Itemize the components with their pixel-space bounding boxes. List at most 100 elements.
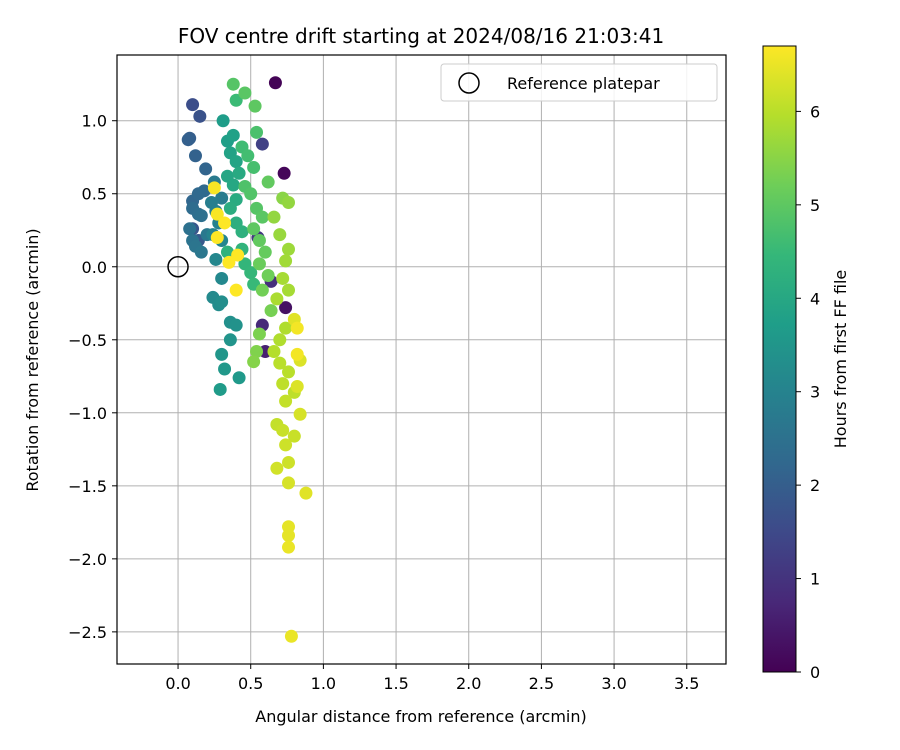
y-axis-label: Rotation from reference (arcmin) bbox=[23, 228, 42, 491]
scatter-point bbox=[232, 371, 246, 385]
scatter-point bbox=[270, 292, 284, 306]
scatter-point bbox=[277, 166, 291, 180]
y-tick-label: 0.5 bbox=[82, 185, 107, 204]
scatter-point bbox=[261, 175, 275, 189]
colorbar-tick-label: 3 bbox=[810, 383, 820, 402]
scatter-point bbox=[273, 228, 287, 242]
legend-open-circle-icon bbox=[458, 72, 480, 94]
x-tick-label: 2.5 bbox=[529, 674, 554, 693]
scatter-point bbox=[293, 407, 307, 421]
scatter-point bbox=[218, 216, 232, 230]
scatter-point bbox=[273, 356, 287, 370]
y-tick-label: 0.0 bbox=[82, 258, 107, 277]
scatter-point bbox=[181, 133, 195, 147]
scatter-point bbox=[255, 210, 269, 224]
scatter-point bbox=[268, 76, 282, 90]
scatter-point bbox=[267, 210, 281, 224]
colorbar-bar bbox=[762, 45, 797, 673]
scatter-point bbox=[279, 394, 293, 408]
scatter-point bbox=[279, 321, 293, 335]
scatter-point bbox=[261, 269, 275, 283]
scatter-point bbox=[282, 283, 296, 297]
x-tick-label: 3.5 bbox=[674, 674, 699, 693]
scatter-point bbox=[248, 99, 262, 113]
x-tick-label: 1.0 bbox=[311, 674, 336, 693]
scatter-point bbox=[226, 77, 240, 91]
scatter-point bbox=[244, 187, 258, 201]
colorbar-label: Hours from first FF file bbox=[831, 270, 850, 449]
scatter-point bbox=[183, 222, 197, 236]
scatter-point bbox=[197, 184, 211, 198]
scatter-point bbox=[290, 380, 304, 394]
scatter-point bbox=[229, 155, 243, 169]
y-tick-label: −1.0 bbox=[68, 404, 107, 423]
scatter-point bbox=[229, 93, 243, 107]
scatter-point bbox=[247, 160, 261, 174]
scatter-point bbox=[238, 86, 252, 100]
grid bbox=[117, 55, 726, 664]
scatter-point bbox=[247, 222, 261, 236]
scatter-point bbox=[279, 254, 293, 268]
colorbar-tick-label: 2 bbox=[810, 476, 820, 495]
scatter-point bbox=[279, 438, 293, 452]
scatter-point bbox=[290, 321, 304, 335]
legend-box bbox=[440, 63, 718, 102]
scatter-point bbox=[276, 423, 290, 437]
scatter-point bbox=[247, 355, 261, 369]
scatter-point bbox=[226, 178, 240, 192]
scatter-point bbox=[194, 209, 208, 223]
scatter-point bbox=[210, 231, 224, 245]
reference-platepar-marker bbox=[167, 256, 189, 278]
colorbar: 0 1 2 3 4 5 6 Hours from first FF file bbox=[762, 45, 850, 682]
scatter-point bbox=[284, 629, 298, 643]
scatter-point bbox=[290, 347, 304, 361]
scatter-point bbox=[207, 181, 221, 195]
scatter-point bbox=[299, 486, 313, 500]
scatter-point bbox=[255, 283, 269, 297]
y-tick-label: 1.0 bbox=[82, 112, 107, 131]
scatter-point bbox=[252, 257, 266, 271]
scatter-point bbox=[229, 318, 243, 332]
scatter-point bbox=[252, 327, 266, 341]
legend-label: Reference platepar bbox=[507, 74, 660, 93]
plot-frame bbox=[116, 54, 727, 665]
colorbar-ticks: 0 1 2 3 4 5 6 bbox=[796, 102, 820, 682]
scatter-point bbox=[216, 114, 230, 128]
scatter-point bbox=[250, 344, 264, 358]
scatter-point bbox=[210, 207, 224, 221]
scatter-point bbox=[264, 304, 278, 318]
scatter-point bbox=[276, 377, 290, 391]
scatter-point bbox=[250, 125, 264, 139]
x-tick-label: 0.5 bbox=[238, 674, 263, 693]
scatter-point bbox=[241, 149, 255, 163]
scatter-point bbox=[232, 166, 246, 180]
x-axis-ticks: 0.0 0.5 1.0 1.5 2.0 2.5 3.0 3.5 bbox=[165, 664, 699, 693]
legend: Reference platepar bbox=[440, 63, 718, 102]
scatter-point bbox=[199, 162, 213, 176]
scatter-point bbox=[282, 365, 296, 379]
scatter-point bbox=[218, 362, 232, 376]
x-tick-label: 2.0 bbox=[456, 674, 481, 693]
scatter-point bbox=[222, 255, 236, 269]
scatter-point bbox=[215, 295, 229, 309]
scatter-point bbox=[186, 98, 200, 112]
y-axis-ticks: 1.0 0.5 0.0 −0.5 −1.0 −1.5 −2.0 −2.5 bbox=[68, 112, 117, 642]
scatter-point bbox=[282, 455, 296, 469]
colorbar-tick-label: 5 bbox=[810, 196, 820, 215]
x-tick-label: 3.0 bbox=[601, 674, 626, 693]
scatter-point bbox=[273, 333, 287, 347]
y-tick-label: −0.5 bbox=[68, 331, 107, 350]
y-tick-label: −2.5 bbox=[68, 623, 107, 642]
colorbar-tick-label: 4 bbox=[810, 289, 820, 308]
colorbar-tick-label: 6 bbox=[810, 102, 820, 121]
scatter-point bbox=[215, 191, 229, 205]
scatter-point bbox=[270, 461, 284, 475]
scatter-point bbox=[258, 245, 272, 259]
x-axis-label: Angular distance from reference (arcmin) bbox=[255, 707, 586, 726]
scatter-point bbox=[282, 540, 296, 554]
scatter-point bbox=[287, 429, 301, 443]
y-tick-label: −2.0 bbox=[68, 550, 107, 569]
scatter-point bbox=[279, 301, 293, 315]
y-tick-label: −1.5 bbox=[68, 477, 107, 496]
